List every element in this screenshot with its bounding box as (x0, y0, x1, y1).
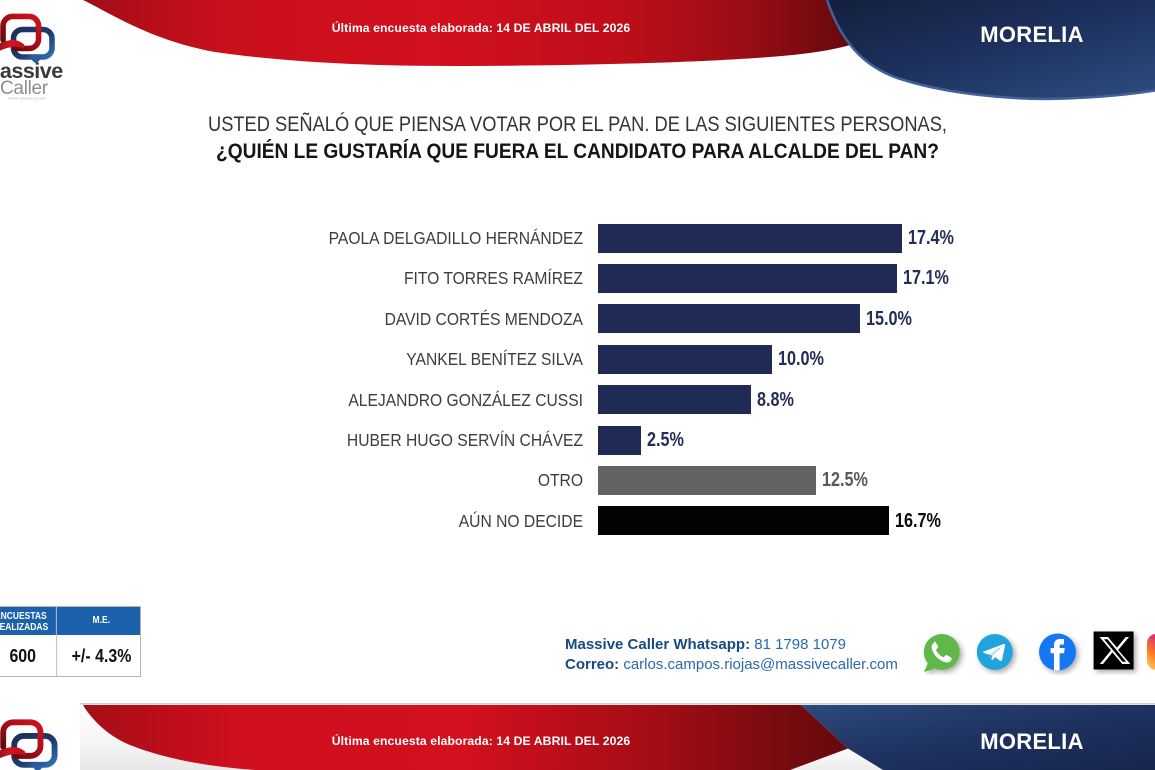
svg-text:Caller: Caller (0, 78, 49, 99)
svg-text:Massive: Massive (0, 59, 63, 83)
svg-text:GRUPO MASSIVE CALLER: GRUPO MASSIVE CALLER (8, 97, 47, 101)
